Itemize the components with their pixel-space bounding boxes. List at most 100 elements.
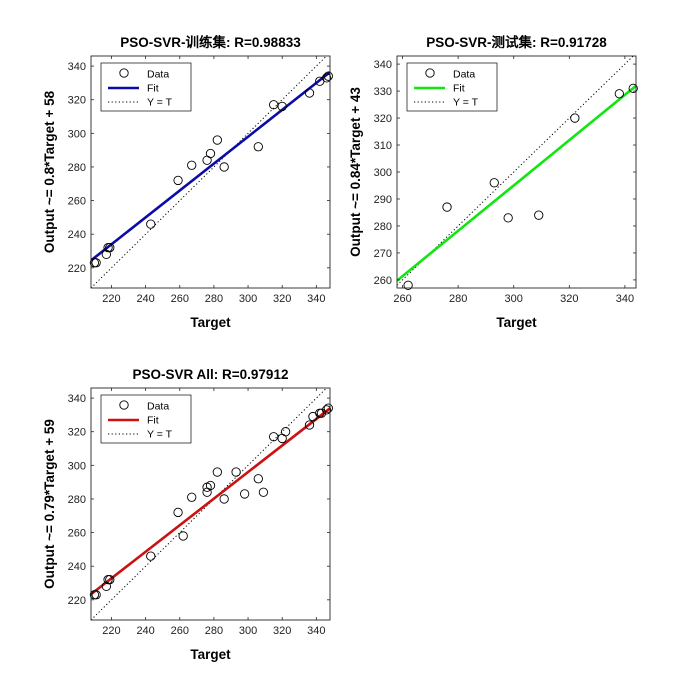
data-point bbox=[304, 420, 315, 430]
y-tick-label: 290 bbox=[374, 194, 392, 206]
data-point bbox=[187, 160, 197, 170]
data-point bbox=[628, 83, 638, 94]
y-tick-label: 220 bbox=[68, 263, 86, 275]
x-tick-label: 300 bbox=[239, 293, 257, 305]
legend-identity-label: Y = T bbox=[453, 97, 479, 109]
data-point bbox=[280, 427, 291, 437]
legend-fit-label: Fit bbox=[147, 83, 159, 95]
chart-train: 220 240 260 280 300 320 340 220 240 260 280 300 320 3… bbox=[42, 34, 333, 330]
y-tick-label: 320 bbox=[374, 113, 392, 125]
fit-line bbox=[397, 84, 636, 282]
legend: Data Fit Y = T bbox=[100, 394, 192, 444]
data-point bbox=[323, 71, 333, 81]
y-tick-label: 300 bbox=[68, 460, 86, 472]
data-point bbox=[316, 408, 327, 418]
y-tick-label: 240 bbox=[68, 229, 86, 241]
x-tick-label: 220 bbox=[102, 293, 120, 305]
data-point bbox=[91, 258, 101, 268]
x-tick-label: 260 bbox=[393, 293, 411, 305]
x-tick-label: 320 bbox=[273, 293, 291, 305]
y-tick-label: 280 bbox=[68, 494, 86, 506]
y-tick-label: 310 bbox=[374, 140, 392, 152]
y-tick-label: 260 bbox=[374, 275, 392, 287]
data-point bbox=[321, 73, 332, 83]
legend-data-marker bbox=[119, 68, 129, 78]
chart-title: PSO-SVR-测试集: R=0.91728 bbox=[426, 34, 607, 50]
data-point bbox=[205, 148, 216, 159]
data-point bbox=[212, 467, 222, 477]
legend-fit-label: Fit bbox=[147, 415, 159, 427]
data-point bbox=[219, 162, 229, 172]
data-point bbox=[304, 88, 315, 98]
x-tick-label: 280 bbox=[205, 625, 223, 637]
legend-data-label: Data bbox=[453, 69, 475, 81]
legend-data-label: Data bbox=[147, 69, 169, 81]
fit-line bbox=[91, 71, 330, 262]
data-point bbox=[442, 202, 452, 212]
y-tick-label: 280 bbox=[374, 221, 392, 233]
x-tick-label: 340 bbox=[616, 293, 634, 305]
y-tick-label: 330 bbox=[374, 86, 392, 98]
y-axis-label: Output ~= 0.8*Target + 58 bbox=[42, 90, 57, 253]
data-point bbox=[105, 243, 115, 253]
y-tick-label: 270 bbox=[374, 248, 392, 260]
y-tick-label: 340 bbox=[68, 61, 86, 73]
legend-identity-label: Y = T bbox=[147, 97, 173, 109]
x-tick-label: 280 bbox=[449, 293, 467, 305]
data-point bbox=[269, 432, 279, 442]
x-tick-label: 320 bbox=[273, 625, 291, 637]
y-tick-label: 220 bbox=[68, 595, 86, 607]
legend: Data Fit Y = T bbox=[100, 62, 192, 112]
identity-line bbox=[397, 56, 634, 286]
chart-all: 220 240 260 280 300 320 340 220 240 260 280 300 320 3… bbox=[42, 367, 333, 662]
y-axis-label: Output ~= 0.84*Target + 43 bbox=[348, 87, 363, 257]
data-point bbox=[205, 480, 216, 491]
data-point bbox=[239, 489, 250, 499]
y-tick-label: 240 bbox=[68, 561, 86, 573]
legend-data-marker bbox=[119, 400, 129, 410]
legend-data-marker bbox=[425, 68, 435, 78]
y-axis-label: Output ~= 0.79*Target + 59 bbox=[42, 419, 57, 589]
x-tick-label: 300 bbox=[239, 625, 257, 637]
x-tick-label: 260 bbox=[171, 625, 189, 637]
x-tick-label: 280 bbox=[205, 293, 223, 305]
chart-title: PSO-SVR All: R=0.97912 bbox=[133, 367, 289, 382]
data-point bbox=[212, 135, 222, 145]
data-point bbox=[146, 551, 156, 561]
data-point bbox=[105, 575, 115, 585]
axes-box bbox=[90, 55, 331, 289]
y-tick-label: 300 bbox=[68, 128, 86, 140]
y-tick-label: 300 bbox=[374, 167, 392, 179]
data-point bbox=[173, 175, 183, 186]
x-tick-label: 300 bbox=[505, 293, 523, 305]
x-tick-label: 260 bbox=[171, 293, 189, 305]
x-axis-label: Target bbox=[496, 315, 537, 330]
data-point bbox=[231, 467, 241, 477]
x-axis-label: Target bbox=[190, 647, 231, 662]
axes-box bbox=[90, 387, 331, 621]
data-point bbox=[321, 405, 332, 415]
y-tick-label: 320 bbox=[68, 427, 86, 439]
data-point bbox=[253, 474, 263, 484]
legend-fit-label: Fit bbox=[453, 83, 465, 95]
y-tick-label: 260 bbox=[68, 196, 86, 208]
y-tick-label: 260 bbox=[68, 528, 86, 540]
data-point bbox=[570, 113, 580, 123]
data-point bbox=[173, 507, 183, 518]
chart-title: PSO-SVR-训练集: R=0.98833 bbox=[120, 34, 301, 50]
data-point bbox=[269, 100, 279, 110]
fit-line bbox=[91, 407, 330, 596]
y-tick-label: 340 bbox=[374, 59, 392, 71]
data-point bbox=[146, 219, 156, 229]
data-point bbox=[403, 280, 413, 290]
x-tick-label: 320 bbox=[560, 293, 578, 305]
legend: Data Fit Y = T bbox=[406, 62, 498, 112]
data-point bbox=[187, 492, 197, 502]
y-tick-label: 320 bbox=[68, 95, 86, 107]
data-point bbox=[91, 590, 101, 600]
data-point bbox=[277, 101, 287, 112]
data-point bbox=[258, 487, 269, 497]
x-tick-label: 240 bbox=[136, 625, 154, 637]
legend-data-label: Data bbox=[147, 401, 169, 413]
